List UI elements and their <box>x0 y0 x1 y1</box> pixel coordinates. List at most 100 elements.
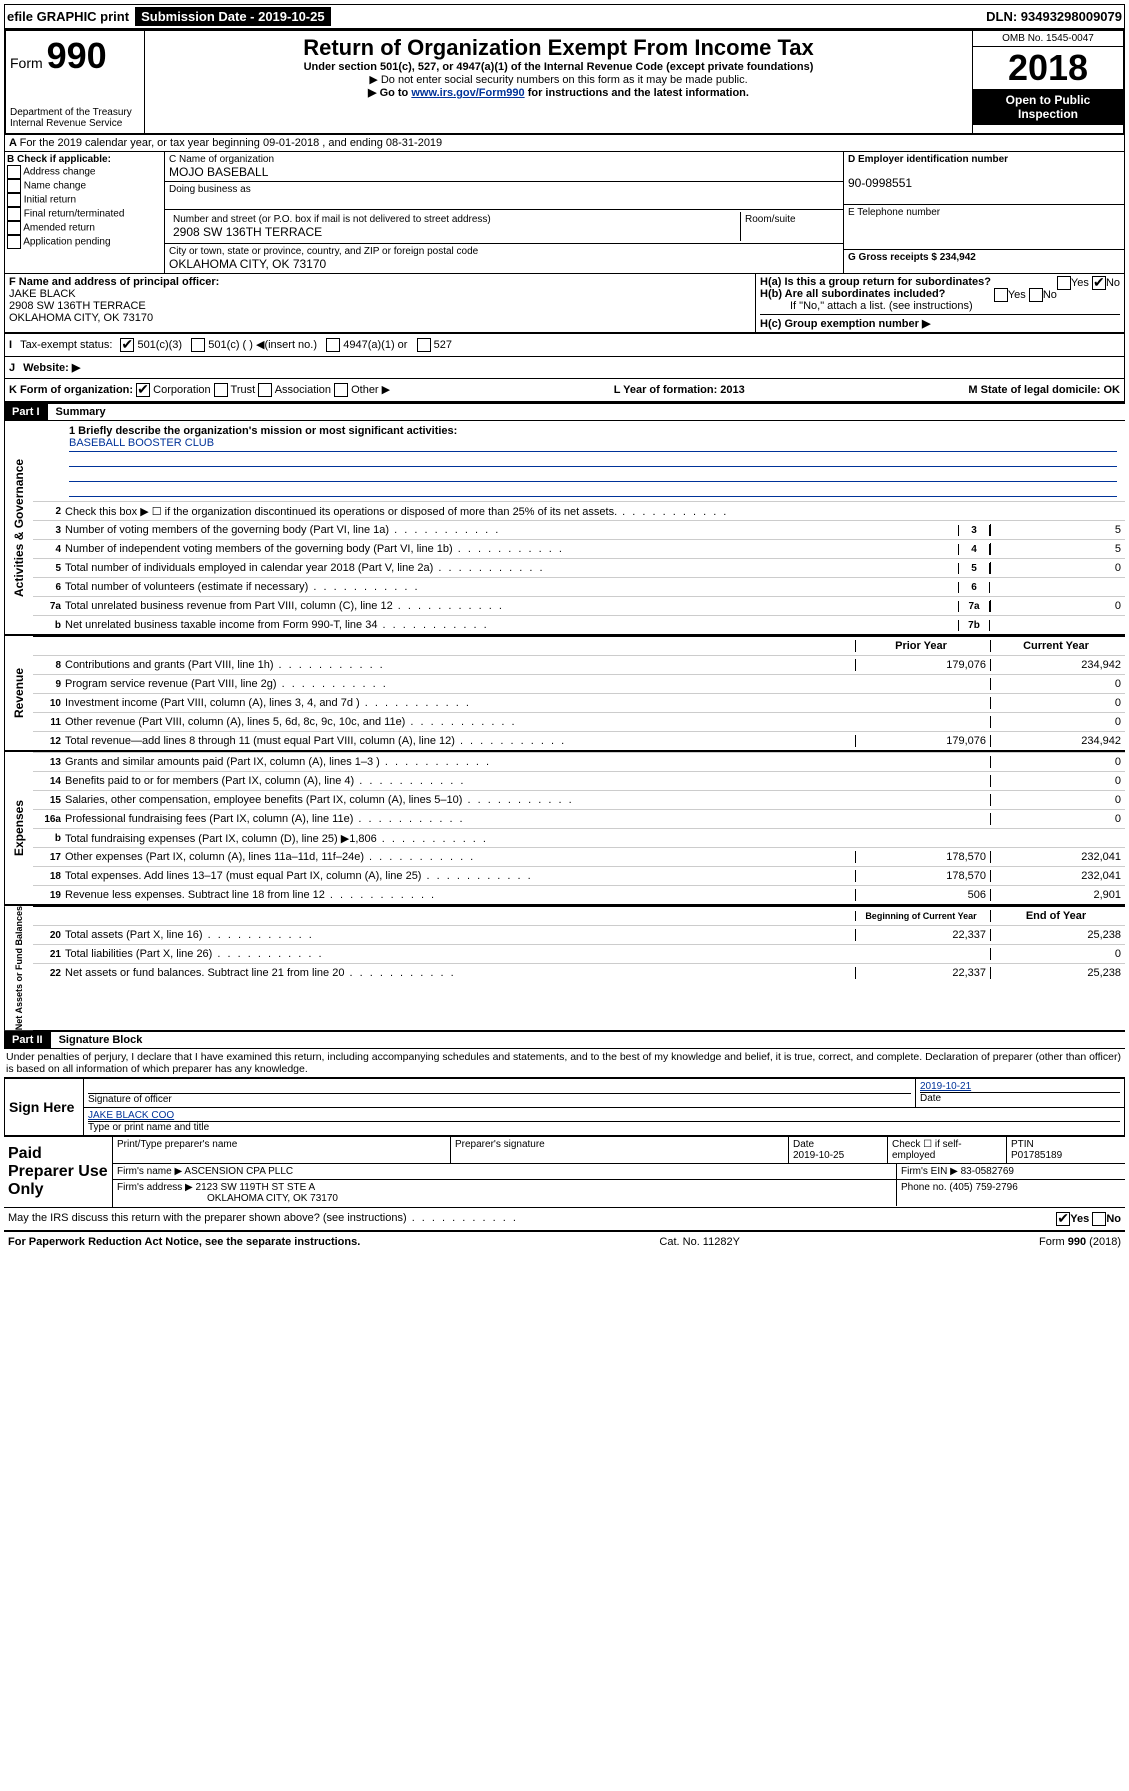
ha-no-check[interactable] <box>1092 276 1106 290</box>
current-year-header: Current Year <box>990 640 1125 652</box>
checkbox-amended-return[interactable]: Amended return <box>7 221 162 235</box>
ein-label: D Employer identification number <box>848 154 1008 165</box>
side-label-revenue: Revenue <box>4 636 33 750</box>
org-form-opt-2[interactable]: Association <box>258 384 334 396</box>
signature-block: Sign Here Signature of officer 2019-10-2… <box>4 1077 1125 1136</box>
rev-header-row: Prior Year Current Year <box>33 636 1125 655</box>
part2-badge: Part II <box>4 1032 51 1048</box>
discuss-yes-check[interactable] <box>1056 1212 1070 1226</box>
org-form-opt-0[interactable]: Corporation <box>136 384 214 396</box>
sig-date-label: Date <box>920 1092 1120 1104</box>
side-label-net: Net Assets or Fund Balances <box>4 906 33 1030</box>
sig-officer-label: Signature of officer <box>88 1093 911 1105</box>
ptin-value: P01785189 <box>1011 1150 1062 1161</box>
city-state-zip: OKLAHOMA CITY, OK 73170 <box>169 257 326 271</box>
mission-text: BASEBALL BOOSTER CLUB <box>69 437 1117 452</box>
prep-date-label: Date <box>793 1139 814 1150</box>
dba-label: Doing business as <box>169 184 251 195</box>
net-assets-section: Net Assets or Fund Balances Beginning of… <box>4 906 1125 1032</box>
l-year-formation: L Year of formation: 2013 <box>614 384 745 396</box>
addr-label: Number and street (or P.O. box if mail i… <box>173 214 491 225</box>
calendar-year-line: A For the 2019 calendar year, or tax yea… <box>5 135 1124 152</box>
self-employed-check[interactable]: Check ☐ if self-employed <box>888 1137 1007 1163</box>
discuss-row: May the IRS discuss this return with the… <box>4 1207 1125 1230</box>
prep-date-value: 2019-10-25 <box>793 1150 844 1161</box>
col-b-checkboxes: B Check if applicable: Address change Na… <box>5 152 165 273</box>
cat-number: Cat. No. 11282Y <box>659 1236 740 1248</box>
line-17: 17Other expenses (Part IX, column (A), l… <box>33 847 1125 866</box>
line-12: 12Total revenue—add lines 8 through 11 (… <box>33 731 1125 750</box>
checkbox-final-return-terminated[interactable]: Final return/terminated <box>7 207 162 221</box>
paperwork-notice: For Paperwork Reduction Act Notice, see … <box>8 1236 360 1248</box>
form-title: Return of Organization Exempt From Incom… <box>149 35 968 61</box>
paid-preparer-label: Paid Preparer Use Only <box>4 1137 113 1207</box>
org-name: MOJO BASEBALL <box>169 165 268 179</box>
irs-link[interactable]: www.irs.gov/Form990 <box>411 87 524 99</box>
net-header-row: Beginning of Current Year End of Year <box>33 906 1125 925</box>
line-9: 9Program service revenue (Part VIII, lin… <box>33 674 1125 693</box>
form-header: Form 990 Department of the Treasury Inte… <box>4 29 1125 135</box>
type-name-label: Type or print name and title <box>88 1121 1120 1133</box>
firm-ein-value: 83-0582769 <box>961 1166 1014 1177</box>
side-label-expenses: Expenses <box>4 752 33 904</box>
sign-here-label: Sign Here <box>5 1079 84 1135</box>
tax-status-opt-1[interactable]: 501(c) ( ) ◀(insert no.) <box>191 339 326 351</box>
phone-label: E Telephone number <box>848 207 940 218</box>
org-form-opt-3[interactable]: Other ▶ <box>334 384 390 396</box>
tax-status-opt-2[interactable]: 4947(a)(1) or <box>326 339 416 351</box>
line-16a: 16aProfessional fundraising fees (Part I… <box>33 809 1125 828</box>
checkbox-application-pending[interactable]: Application pending <box>7 235 162 249</box>
header-right: OMB No. 1545-0047 2018 Open to Public In… <box>972 31 1123 133</box>
form-subtitle: Under section 501(c), 527, or 4947(a)(1)… <box>149 61 968 73</box>
begin-year-header: Beginning of Current Year <box>855 911 990 921</box>
hb-label: H(b) Are all subordinates included? <box>760 288 945 300</box>
discuss-label: May the IRS discuss this return with the… <box>8 1212 518 1226</box>
line-20: 20Total assets (Part X, line 16)22,33725… <box>33 925 1125 944</box>
officer-name: JAKE BLACK <box>9 288 76 300</box>
officer-addr1: 2908 SW 136TH TERRACE <box>9 300 146 312</box>
prep-name-label: Print/Type preparer's name <box>113 1137 451 1163</box>
dln: DLN: 93493298009079 <box>986 9 1122 24</box>
line-18: 18Total expenses. Add lines 13–17 (must … <box>33 866 1125 885</box>
checkbox-initial-return[interactable]: Initial return <box>7 193 162 207</box>
line1-label: 1 Briefly describe the organization's mi… <box>69 425 1117 437</box>
firm-name-label: Firm's name ▶ <box>117 1166 182 1177</box>
firm-addr2: OKLAHOMA CITY, OK 73170 <box>117 1193 338 1204</box>
line-15: 15Salaries, other compensation, employee… <box>33 790 1125 809</box>
header-left: Form 990 Department of the Treasury Inte… <box>6 31 145 133</box>
discuss-no-check[interactable] <box>1092 1212 1106 1226</box>
col-c: C Name of organization MOJO BASEBALL Doi… <box>165 152 844 273</box>
checkbox-name-change[interactable]: Name change <box>7 179 162 193</box>
part1-title: Summary <box>48 404 114 420</box>
part2-header-row: Part II Signature Block <box>4 1032 1125 1048</box>
hb-no-check[interactable] <box>1029 288 1043 302</box>
gov-line-b: bNet unrelated business taxable income f… <box>33 615 1125 634</box>
firm-phone-value: (405) 759-2796 <box>949 1182 1017 1193</box>
firm-addr-label: Firm's address ▶ <box>117 1182 193 1193</box>
expenses-section: Expenses 13Grants and similar amounts pa… <box>4 752 1125 906</box>
revenue-section: Revenue Prior Year Current Year 8Contrib… <box>4 636 1125 752</box>
hb-yes-check[interactable] <box>994 288 1008 302</box>
sig-date-value: 2019-10-21 <box>920 1081 971 1092</box>
tax-status-opt-3[interactable]: 527 <box>417 339 459 351</box>
line-14: 14Benefits paid to or for members (Part … <box>33 771 1125 790</box>
line-21: 21Total liabilities (Part X, line 26)0 <box>33 944 1125 963</box>
org-form-opt-1[interactable]: Trust <box>214 384 259 396</box>
prior-year-header: Prior Year <box>855 640 990 652</box>
b-label: B Check if applicable: <box>7 154 162 165</box>
tax-status-opt-0[interactable]: 501(c)(3) <box>120 339 191 351</box>
efile-label[interactable]: efile GRAPHIC print <box>7 9 129 24</box>
c-name-label: C Name of organization <box>169 154 274 165</box>
officer-addr2: OKLAHOMA CITY, OK 73170 <box>9 312 153 324</box>
dept-label: Department of the Treasury Internal Reve… <box>10 107 140 129</box>
ha-yes-check[interactable] <box>1057 276 1071 290</box>
k-label: K Form of organization: <box>9 384 133 396</box>
gov-line-4: 4Number of independent voting members of… <box>33 539 1125 558</box>
col-d: D Employer identification number 90-0998… <box>844 152 1124 273</box>
firm-name-value: ASCENSION CPA PLLC <box>184 1166 293 1177</box>
line-10: 10Investment income (Part VIII, column (… <box>33 693 1125 712</box>
checkbox-address-change[interactable]: Address change <box>7 165 162 179</box>
line-22: 22Net assets or fund balances. Subtract … <box>33 963 1125 982</box>
firm-phone-label: Phone no. <box>901 1182 947 1193</box>
open-public: Open to Public Inspection <box>973 89 1123 125</box>
